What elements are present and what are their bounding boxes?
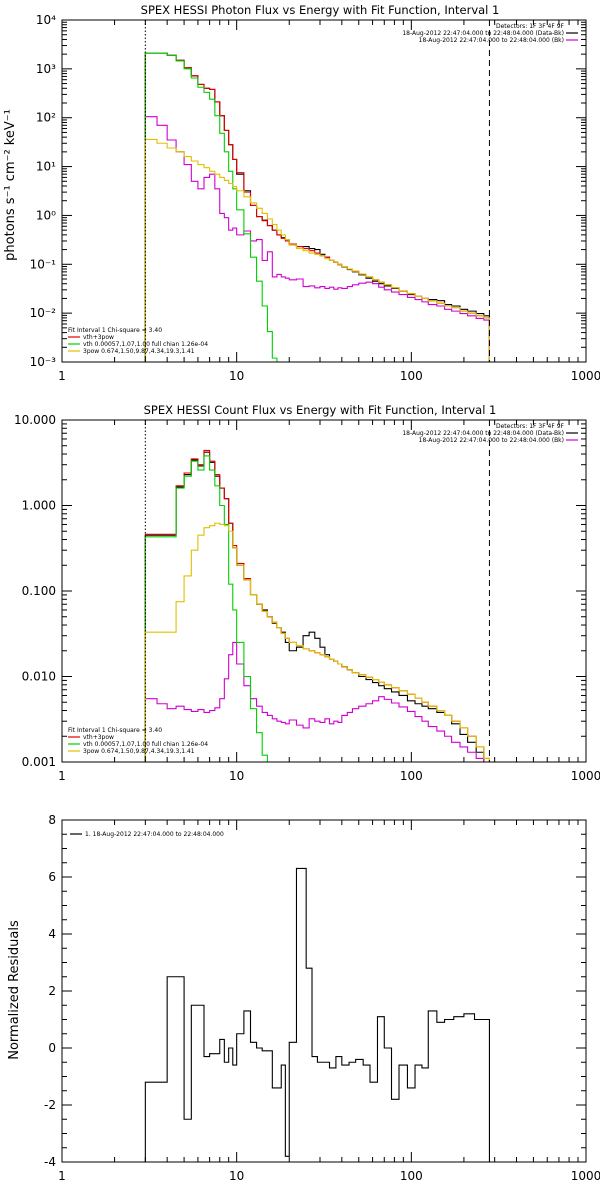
count-flux-plot-area: 1 10 100 1000 0.001 0.010 0.100 1.000 10.000 Dete… <box>14 413 600 783</box>
photon-flux-legend-entry: Detectors: 1F 3F 4F 9F <box>496 23 565 30</box>
photon-flux-series-group <box>144 52 490 362</box>
photon-flux-legend-entry: 18-Aug-2012 22:47:04.000 to 22:48:04.000… <box>402 30 564 37</box>
photon-flux-ytick-label: 10⁻² <box>30 306 57 320</box>
count-flux-legend-entry: vth+3pow <box>83 734 114 741</box>
photon-flux-series-2 <box>144 52 490 362</box>
count-flux-xtick-label: 1000 <box>571 769 600 783</box>
count-flux-series-2 <box>144 449 490 762</box>
photon-flux-series-4 <box>144 138 490 362</box>
residuals-ytick-label: 4 <box>48 927 56 941</box>
count-flux-series-4 <box>144 522 490 762</box>
residuals-xtick-label: 1 <box>58 1169 66 1183</box>
photon-flux-ylabel: photons s⁻¹ cm⁻² keV⁻¹ <box>3 109 18 261</box>
count-flux-legend-entry: 3pow 0.674,1.50,9.87,4.34,19.3,1.41 <box>83 748 195 755</box>
residuals-xtick-label: 1000 <box>571 1169 600 1183</box>
residuals-ytick-label: 6 <box>48 870 56 884</box>
count-flux-legend-entry: Fit Interval 1 Chi-square = 3.40 <box>68 727 162 734</box>
photon-flux-ytick-label: 10¹ <box>36 160 56 174</box>
residuals-plot-area: 1 10 100 1000 -4 -2 0 2 4 6 8 1. 18-Aug-2012 22:47:… <box>44 813 600 1183</box>
photon-flux-legend-entry: Fit Interval 1 Chi-square = 3.40 <box>68 327 162 334</box>
photon-flux-ytick-label: 10⁻¹ <box>30 257 57 271</box>
photon-flux-series-0 <box>144 52 490 362</box>
count-flux-ytick-label: 0.010 <box>22 670 56 684</box>
residuals-legend-entry: 1. 18-Aug-2012 22:47:04.000 to 22:48:04.… <box>85 831 224 838</box>
residuals-xtick-label: 10 <box>229 1169 244 1183</box>
count-flux-frame <box>61 419 587 763</box>
count-flux-xtick-label: 1 <box>58 769 66 783</box>
count-flux-xtick-label: 10 <box>229 769 244 783</box>
count-flux-ytick-label: 0.100 <box>22 584 56 598</box>
photon-flux-xtick-label: 1 <box>58 369 66 383</box>
residuals-ytick-label: 2 <box>48 984 56 998</box>
count-flux-panel: SPEX HESSI Count Flux vs Energy with Fit… <box>14 403 600 783</box>
count-flux-series-1 <box>144 641 490 762</box>
photon-flux-ytick-label: 10⁰ <box>36 208 56 222</box>
residuals-ytick-label: -2 <box>44 1098 56 1112</box>
count-flux-ytick-label: 0.001 <box>22 755 56 769</box>
residuals-ylabel: Normalized Residuals <box>7 920 22 1060</box>
residuals-ytick-label: -4 <box>44 1155 56 1169</box>
photon-flux-panel: SPEX HESSI Photon Flux vs Energy with Fi… <box>3 3 600 383</box>
count-flux-xtick-label: 100 <box>400 769 423 783</box>
photon-flux-legend-entry: 18-Aug-2012 22:47:04.000 to 22:48:04.000… <box>419 37 564 44</box>
count-flux-title: SPEX HESSI Count Flux vs Energy with Fit… <box>144 403 497 417</box>
photon-flux-legend-entry: vth+3pow <box>83 334 114 341</box>
count-flux-legend-entry: 18-Aug-2012 22:47:04.000 to 22:48:04.000… <box>402 430 564 437</box>
photon-flux-plot-area: 1 10 100 1000 10⁻³ 10⁻² 10⁻¹ 10⁰ 10¹ 10² 10³ 10⁴ Det… <box>30 13 600 383</box>
count-flux-legend-entry: vth 0.00057,1.07,1.00 full chian 1.26e-0… <box>83 741 208 748</box>
count-flux-series-3 <box>144 455 273 762</box>
residuals-xtick-label: 100 <box>400 1169 423 1183</box>
residuals-frame <box>61 819 587 1163</box>
photon-flux-title: SPEX HESSI Photon Flux vs Energy with Fi… <box>141 3 500 17</box>
photon-flux-ytick-label: 10⁴ <box>36 13 56 27</box>
count-flux-ytick-label: 10.000 <box>14 413 56 427</box>
residuals-ytick-label: 0 <box>48 1041 56 1055</box>
count-flux-ytick-label: 1.000 <box>22 499 56 513</box>
residuals-series-group <box>144 867 490 1162</box>
residuals-panel: Normalized Residuals 1 10 100 1000 -4 -2 0 2 4 6 8… <box>7 813 600 1183</box>
photon-flux-legend-entry: 3pow 0.674,1.50,9.87,4.34,19.3,1.41 <box>83 348 195 355</box>
photon-flux-xtick-label: 1000 <box>571 369 600 383</box>
residuals-series-0 <box>144 867 490 1162</box>
photon-flux-ytick-label: 10³ <box>36 62 56 76</box>
count-flux-legend-entry: Detectors: 1F 3F 4F 9F <box>496 423 565 430</box>
count-flux-legend-entry: 18-Aug-2012 22:47:04.000 to 22:48:04.000… <box>419 437 564 444</box>
count-flux-series-0 <box>144 451 490 762</box>
photon-flux-series-1 <box>144 116 490 362</box>
residuals-ytick-label: 8 <box>48 813 56 827</box>
photon-flux-ytick-label: 10⁻³ <box>30 355 57 369</box>
photon-flux-xtick-label: 100 <box>400 369 423 383</box>
photon-flux-ytick-label: 10² <box>36 111 56 125</box>
count-flux-series-group <box>144 449 490 762</box>
photon-flux-xtick-label: 10 <box>229 369 244 383</box>
photon-flux-series-3 <box>144 52 282 362</box>
photon-flux-legend-entry: vth 0.00057,1.07,1.00 full chian 1.26e-0… <box>83 341 208 348</box>
photon-flux-frame <box>61 19 587 363</box>
